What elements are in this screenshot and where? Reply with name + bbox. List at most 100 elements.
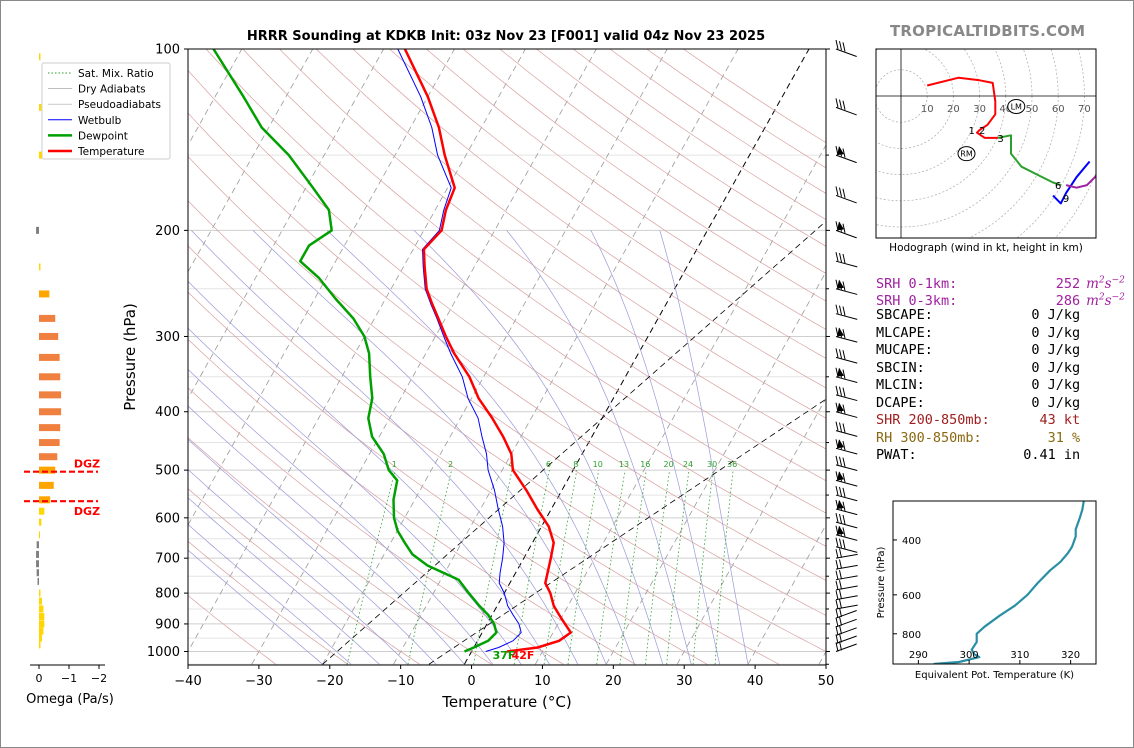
wind-barb-feather [835,439,839,449]
wind-barb-feather [835,537,839,547]
wind-barb-feather [835,348,839,358]
wind-barb-feather [839,589,842,600]
wind-barb-staff [835,335,858,343]
wind-barb-feather [842,100,846,110]
param-label: RH 300-850mb: [876,429,982,446]
theta-y-tick-label: 800 [902,630,921,641]
isotherm-line [676,397,826,665]
wind-barb-staff [835,376,858,383]
wind-barb-staff [835,447,858,455]
hodo-height-label: 3 [997,134,1003,145]
omega-bar [37,577,39,585]
hodo-height-label: 1 [969,126,975,137]
omega-bar [39,453,58,461]
omega-bar [39,518,42,526]
surface-temp-label: 42F [512,649,535,662]
param-unit: m2s−2 [1086,292,1125,310]
hodo-height-label: 6 [1055,181,1061,192]
omega-bar [39,620,45,628]
omega-bar [39,353,60,361]
mixing-ratio-line [692,470,714,665]
x-tick-label: 30 [676,674,693,689]
wind-barb-feather [839,616,842,626]
wind-barb-feather [842,457,846,467]
theta-x-axis-label: Equivalent Pot. Temperature (K) [915,670,1074,681]
wind-barb-feather [835,549,839,559]
wind-barb-feather [839,500,842,510]
x-tick-label: 20 [605,674,622,689]
wind-barb-feather [835,221,839,231]
theta-x-tick-label: 310 [1010,650,1029,661]
pseudoadiabat-line [590,230,720,665]
hodo-storm-motion-marker [957,146,976,162]
isotherm-line [188,49,526,653]
dry-adiabat-line [315,49,826,419]
x-tick-label: 0 [467,674,475,689]
wind-barb-feather [835,634,839,644]
hodo-ring-label: 40 [999,104,1012,115]
wind-barb-staff [835,575,858,581]
wind-barb-feather [835,560,839,570]
param-label: MUCAPE: [876,342,933,358]
wind-barb-feather [839,486,842,497]
wind-barb-staff [835,534,858,541]
theta-x-tick-label: 320 [1061,650,1080,661]
wind-barb-staff [835,595,858,601]
wind-barb-feather [842,350,846,360]
wind-barb [835,589,858,601]
hodo-trace [997,134,1062,187]
wind-barb-feather [842,148,846,158]
wind-barb [835,607,857,619]
omega-bar [39,605,44,613]
wind-barb-feather [839,403,842,413]
wind-barb-feather [835,580,839,590]
wind-barb-feather [839,386,842,396]
wind-barb [835,513,858,529]
mixing-ratio-label: 8 [573,460,578,469]
wind-barb-feather [842,369,846,379]
dry-adiabat-line [188,540,349,665]
y-tick-label: 800 [155,587,180,602]
wind-barb-staff [835,313,858,320]
omega-bar [39,314,56,322]
param-label: SBCAPE: [876,307,933,323]
wind-barb-feather [835,626,839,636]
omega-bar [39,466,56,474]
dry-adiabat-line [188,245,780,665]
hodo-storm-motion-label: RM [960,150,973,159]
pseudoadiabat-line [659,230,749,665]
hodograph-panel: 10 20 30 40 50 60 70 1 2 3 69 LM RM Hodograph (wind i… [875,48,1097,254]
y-tick-label: 200 [155,224,180,239]
skewt-axes-frame [187,48,827,666]
hodo-height-label: 2 [979,126,985,137]
hodo-storm-motion-marker [1007,98,1026,114]
param-row: RH 300-850mb: 31 % [876,430,1125,448]
wind-barb-feather [835,471,839,481]
theta-x-tick-label: 290 [909,650,928,661]
wind-barb [835,537,858,553]
wind-barb [835,145,857,164]
wind-barb-feather [842,441,846,451]
omega-bar [39,634,42,642]
wind-barb-feather [835,39,839,50]
wind-barb [835,279,858,295]
omega-x-axis-label: Omega (Pa/s) [26,692,114,707]
dry-adiabat-line [188,291,708,665]
skewt-plot-area: 1 2 4 6 8 10 13 16 20 24 30 36 [188,49,826,665]
dry-adiabat-line [188,155,826,616]
wind-barb-feather [839,580,842,590]
wind-barb-staff [835,430,858,437]
mixing-ratio-line [567,470,600,665]
wetbulb-profile-line [397,49,522,652]
wind-barb-feather [835,525,839,535]
omega-bar [36,560,39,568]
pseudoadiabat-line [191,230,579,665]
legend-label: Dewpoint [78,130,128,142]
hodo-height-label: 9 [1063,194,1069,205]
wind-barb [835,471,858,487]
pseudoadiabat-line [188,524,352,665]
wind-barb-feather [835,304,839,314]
param-value: 286 [1055,293,1081,309]
wind-barb-feather [839,222,842,232]
legend-label: Temperature [77,146,145,158]
